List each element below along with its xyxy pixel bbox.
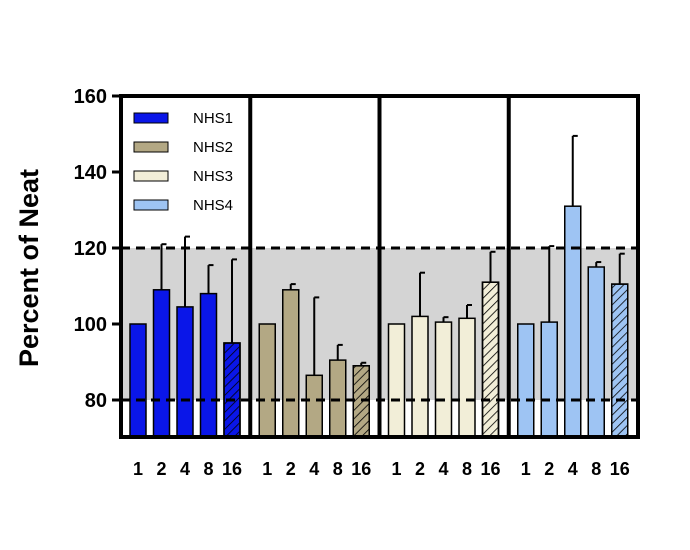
bars-layer xyxy=(129,134,629,438)
bar xyxy=(517,323,535,438)
bar xyxy=(176,306,194,438)
legend-swatch xyxy=(133,199,169,211)
y-tick-label: 120 xyxy=(74,238,107,260)
x-tick-label: 2 xyxy=(415,459,425,479)
x-tick-label: 1 xyxy=(521,459,531,479)
x-tick-label: 1 xyxy=(262,459,272,479)
bar-hatch xyxy=(481,281,500,438)
y-tick-label: 160 xyxy=(74,86,107,108)
bar xyxy=(129,323,147,438)
bar xyxy=(458,317,476,438)
x-tick-label: 1 xyxy=(133,459,143,479)
plot-frame xyxy=(119,94,640,439)
bar xyxy=(282,289,300,438)
x-tick-label: 16 xyxy=(480,459,500,479)
bar-hatch xyxy=(611,283,629,438)
bar xyxy=(411,315,429,438)
y-tick-label: 80 xyxy=(85,390,107,412)
bar-hatch xyxy=(223,342,241,438)
x-tick-label: 16 xyxy=(351,459,371,479)
y-tick-label: 140 xyxy=(74,162,107,184)
bar xyxy=(564,205,582,438)
bar xyxy=(258,323,276,438)
x-tick-label: 8 xyxy=(203,459,213,479)
bar xyxy=(434,321,453,438)
x-tick-label: 16 xyxy=(222,459,242,479)
x-tick-label: 1 xyxy=(391,459,401,479)
x-tick-label: 2 xyxy=(544,459,554,479)
y-tick-label: 100 xyxy=(74,314,107,336)
x-tick-label: 4 xyxy=(438,459,448,479)
x-tick-label: 4 xyxy=(180,459,190,479)
x-tick-label: 4 xyxy=(309,459,319,479)
x-axis-labels: 1 2 4 8 16 1 2 4 8 16 1 2 4 8 16 1 2 4 8 16 xyxy=(133,459,630,479)
y-axis: 80 100 120 140 160 xyxy=(74,86,121,412)
y-axis-title: Percent of Neat xyxy=(14,169,44,367)
bar xyxy=(587,266,605,438)
bar xyxy=(199,292,218,438)
bar xyxy=(305,374,323,438)
x-tick-label: 2 xyxy=(286,459,296,479)
legend-label: NHS1 xyxy=(193,110,233,127)
bar xyxy=(387,323,406,438)
legend: NHS1 NHS2 NHS3 NHS4 xyxy=(133,110,233,214)
legend-label: NHS4 xyxy=(193,197,233,214)
x-tick-label: 4 xyxy=(568,459,578,479)
legend-swatch xyxy=(133,112,169,124)
bar xyxy=(152,289,171,438)
x-tick-label: 8 xyxy=(591,459,601,479)
legend-swatch xyxy=(133,170,169,182)
bar xyxy=(540,321,558,438)
legend-label: NHS2 xyxy=(193,139,233,156)
legend-swatch xyxy=(133,141,169,153)
x-tick-label: 2 xyxy=(156,459,166,479)
x-tick-label: 16 xyxy=(610,459,630,479)
x-tick-label: 8 xyxy=(462,459,472,479)
x-tick-label: 8 xyxy=(333,459,343,479)
legend-label: NHS3 xyxy=(193,168,233,185)
